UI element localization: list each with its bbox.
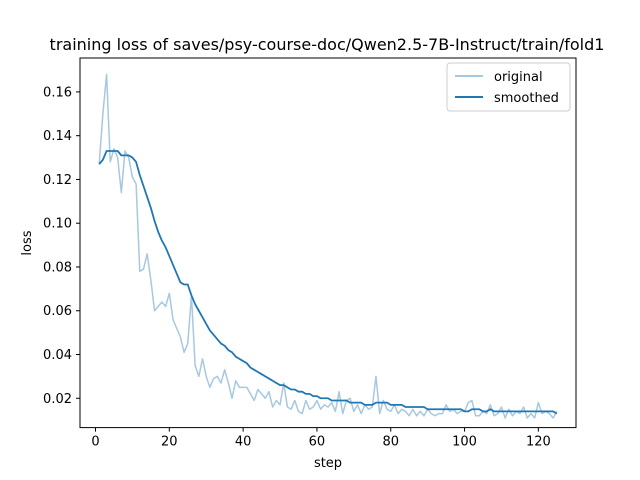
x-tick-label: 100 [452,435,477,450]
x-axis-ticks: 0 20 40 60 80 100 120 [91,427,551,450]
chart-title: training loss of saves/psy-course-doc/Qw… [50,35,605,54]
y-axis-ticks: 0.02 0.04 0.06 0.08 0.10 0.12 0.14 0.16 [43,85,80,407]
series-layer [98,73,558,419]
series-line-smoothed [98,150,558,415]
y-tick-label: 0.04 [43,348,72,363]
y-axis-label: loss [20,230,35,255]
y-tick-label: 0.08 [43,260,72,275]
axes-frame [79,57,577,429]
y-tick-label: 0.14 [43,129,72,144]
y-tick-label: 0.06 [43,304,72,319]
x-tick-label: 40 [235,435,252,450]
y-tick-label: 0.12 [43,173,72,188]
x-tick-label: 120 [526,435,551,450]
y-tick-label: 0.16 [43,85,72,100]
x-axis-label: step [314,456,342,471]
x-tick-label: 20 [161,435,178,450]
x-tick-label: 60 [309,435,326,450]
legend-label-smoothed: smoothed [494,91,559,106]
x-tick-label: 0 [91,435,99,450]
plot-area [79,57,577,429]
series-line-original [98,73,558,419]
x-tick-label: 80 [382,435,399,450]
legend-label-original: original [494,70,543,85]
y-tick-label: 0.10 [43,217,72,232]
y-tick-label: 0.02 [43,392,72,407]
legend: original smoothed [446,62,571,112]
